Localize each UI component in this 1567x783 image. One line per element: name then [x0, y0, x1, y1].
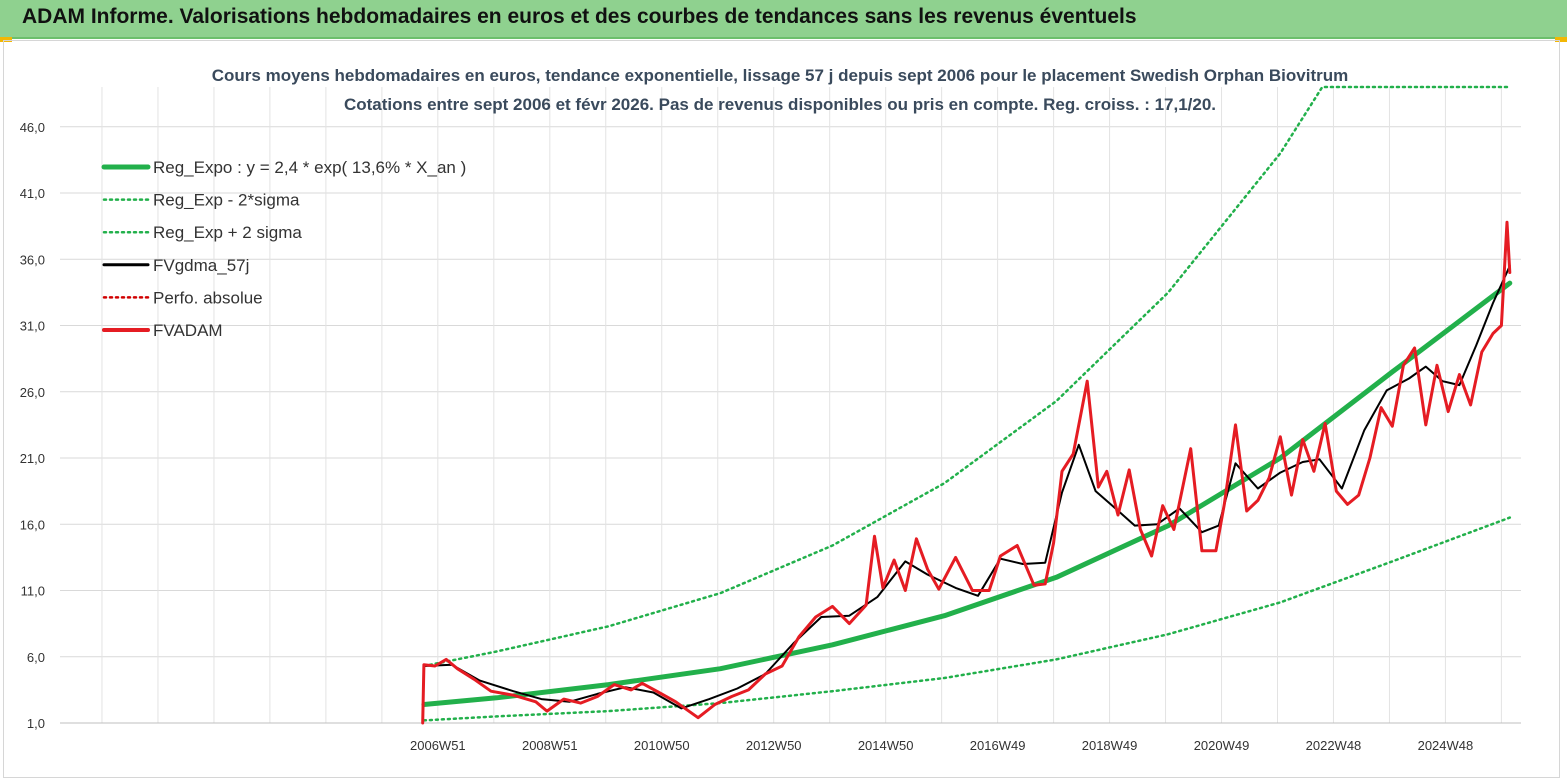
y-tick-label: 16,0: [20, 517, 45, 532]
x-tick-label: 2008W51: [522, 738, 578, 753]
chart-series: [421, 85, 1513, 725]
x-tick-label: 2018W49: [1082, 738, 1138, 753]
y-tick-label: 6,0: [27, 650, 45, 665]
x-axis-ticks: 2006W51 2008W51 2010W50 2012W50 2014W50 2016W…: [410, 738, 1473, 753]
x-tick-label: 2020W49: [1194, 738, 1250, 753]
x-tick-label: 2010W50: [634, 738, 690, 753]
chart-subtitle: Cotations entre sept 2006 et févr 2026. …: [344, 95, 1216, 114]
legend-label: Reg_Exp - 2*sigma: [153, 191, 300, 210]
chart-grid: [60, 87, 1521, 724]
legend-label: Perfo. absolue: [153, 288, 263, 307]
x-tick-label: 2012W50: [746, 738, 802, 753]
report-title: ADAM Informe. Valorisations hebdomadaire…: [22, 5, 1137, 28]
y-tick-label: 41,0: [20, 186, 45, 201]
legend-label: Reg_Expo : y = 2,4 * exp( 13,6% * X_an ): [153, 158, 466, 177]
y-tick-label: 31,0: [20, 319, 45, 334]
series-line-0: [421, 280, 1513, 707]
y-tick-label: 26,0: [20, 385, 45, 400]
legend-label: Reg_Exp + 2 sigma: [153, 223, 302, 242]
legend-label: FVADAM: [153, 321, 223, 340]
y-tick-label: 1,0: [27, 716, 45, 731]
chart-frame: [3, 40, 1560, 778]
series-line-5: [421, 220, 1512, 725]
y-tick-label: 46,0: [20, 120, 45, 135]
corner-marker-left: [0, 37, 12, 42]
chart-title: Cours moyens hebdomadaires en euros, ten…: [212, 66, 1349, 85]
x-tick-label: 2016W49: [970, 738, 1026, 753]
x-tick-label: 2024W48: [1418, 738, 1474, 753]
series-line-3: [422, 264, 1511, 710]
x-tick-label: 2006W51: [410, 738, 466, 753]
report-banner: ADAM Informe. Valorisations hebdomadaire…: [0, 0, 1567, 39]
series-line-1: [422, 516, 1512, 722]
chart-legend: Reg_Expo : y = 2,4 * exp( 13,6% * X_an )…: [101, 158, 466, 340]
x-tick-label: 2022W48: [1306, 738, 1362, 753]
y-tick-label: 36,0: [20, 252, 45, 267]
y-tick-label: 21,0: [20, 451, 45, 466]
series-line-2: [422, 85, 1512, 668]
y-tick-label: 11,0: [21, 584, 45, 599]
x-tick-label: 2014W50: [858, 738, 914, 753]
legend-label: FVgdma_57j: [153, 256, 249, 275]
corner-marker-right: [1555, 37, 1567, 42]
y-axis-ticks: 1,0 6,0 11,0 16,0 21,0 26,0 31,0 36,0 41,0 46,0: [20, 120, 45, 731]
